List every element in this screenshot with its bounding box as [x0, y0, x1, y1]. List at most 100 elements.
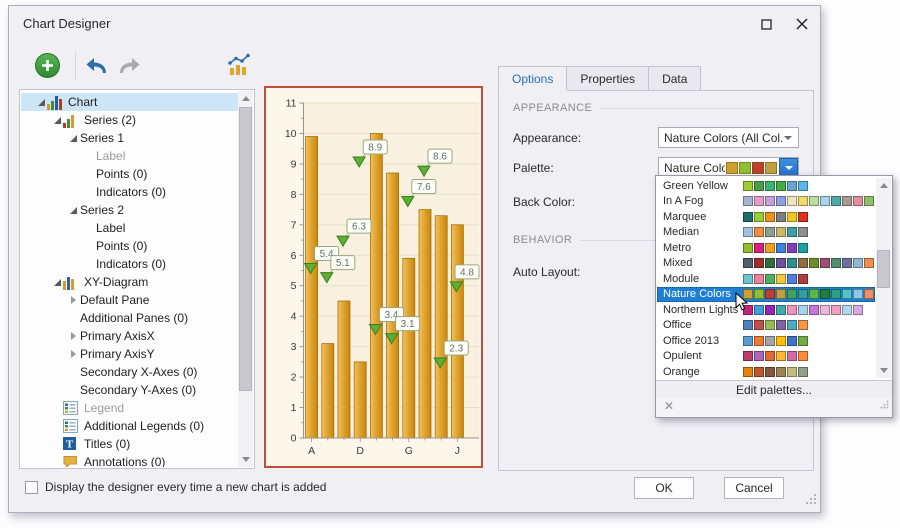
palette-item-office-2013[interactable]: Office 2013: [657, 333, 875, 349]
marker-series2[interactable]: [319, 272, 334, 284]
palette-item-module[interactable]: Module: [657, 271, 875, 287]
tree-item-points-0[interactable]: Points (0): [96, 239, 148, 253]
tree-item-label[interactable]: Label: [96, 221, 126, 235]
tab-options[interactable]: Options: [498, 66, 568, 91]
marker-series2[interactable]: [368, 323, 383, 336]
toolbar: [9, 44, 820, 88]
tree-item-indicators-0[interactable]: Indicators (0): [96, 257, 167, 271]
ok-button[interactable]: OK: [634, 477, 694, 499]
palette-item-median[interactable]: Median: [657, 225, 875, 241]
palette-item-in-a-fog[interactable]: In A Fog: [657, 194, 875, 210]
tree-item-annotations-0[interactable]: Annotations (0): [21, 453, 238, 467]
bar-series1[interactable]: [370, 133, 383, 439]
maximize-button[interactable]: [756, 15, 776, 33]
appearance-dropdown[interactable]: Nature Colors (All Col...: [658, 127, 799, 148]
point-label-box[interactable]: [362, 139, 388, 155]
chart-preview[interactable]: 0 1 2 3 4 5 6 7 8 9 10 11 A D G J 5.4 5.1 6.3 8.9 3.4 3.1 7.6 8…: [264, 86, 483, 468]
marker-series2[interactable]: [352, 156, 367, 168]
expand-icon[interactable]: [70, 296, 76, 304]
tree-item-series-2[interactable]: Series 2: [21, 201, 238, 219]
point-label-box[interactable]: [395, 316, 421, 332]
bar-series1[interactable]: [418, 209, 432, 439]
marker-series2[interactable]: [400, 196, 415, 208]
palette-dropdown[interactable]: Nature Colors: [658, 157, 799, 178]
popup-scrollbar[interactable]: [876, 178, 891, 378]
collapse-icon[interactable]: [37, 98, 45, 106]
collapse-icon[interactable]: [53, 116, 61, 124]
marker-series2[interactable]: [384, 333, 399, 345]
palette-item-mixed[interactable]: Mixed: [657, 256, 875, 272]
expand-icon[interactable]: [70, 332, 76, 340]
undo-button[interactable]: [85, 56, 109, 80]
bar-series1[interactable]: [402, 257, 416, 439]
palette-item-marquee[interactable]: Marquee: [657, 209, 875, 225]
tree-item-chart[interactable]: Chart: [21, 93, 238, 111]
tree-item-primary-axisy[interactable]: Primary AxisY: [21, 345, 238, 363]
display-designer-checkbox[interactable]: [25, 481, 38, 494]
bar-series1[interactable]: [353, 361, 367, 439]
palette-item-orange[interactable]: Orange: [657, 364, 875, 380]
tree-item-additional-legends-0[interactable]: Additional Legends (0): [21, 417, 238, 435]
bar-series1[interactable]: [305, 136, 318, 439]
point-label-box[interactable]: [443, 340, 469, 356]
collapse-icon[interactable]: [69, 206, 77, 214]
palette-item-opulent[interactable]: Opulent: [657, 349, 875, 365]
tree-item-titles-0[interactable]: T Titles (0): [21, 435, 238, 453]
bar-series1[interactable]: [434, 215, 448, 439]
tree-scrollbar[interactable]: [238, 91, 253, 467]
palette-item-nature-colors[interactable]: Nature Colors: [657, 286, 875, 302]
palette-item-office[interactable]: Office: [657, 318, 875, 334]
popup-scrollbar-thumb[interactable]: [877, 250, 890, 288]
popup-close-button[interactable]: ✕: [664, 399, 675, 413]
tree-item-secondary-x-axes-0[interactable]: Secondary X-Axes (0): [80, 365, 198, 379]
tree-scrollbar-thumb[interactable]: [239, 107, 252, 391]
tree-item-points-0[interactable]: Points (0): [96, 167, 148, 181]
palette-item-metro[interactable]: Metro: [657, 240, 875, 256]
point-label-box[interactable]: [330, 255, 356, 271]
tree-item-primary-axisx[interactable]: Primary AxisX: [21, 327, 238, 345]
dialog-resize-grip[interactable]: [805, 491, 817, 509]
tree-item-legend[interactable]: Legend: [21, 399, 238, 417]
bar-series1[interactable]: [337, 300, 351, 439]
tree-item-series-2[interactable]: Series (2): [21, 111, 238, 129]
tree-scroll-up-button[interactable]: [238, 91, 253, 106]
popup-scroll-up-button[interactable]: [876, 178, 891, 193]
titlebar[interactable]: Chart Designer: [9, 6, 820, 42]
point-label-box[interactable]: [346, 218, 372, 234]
marker-series2[interactable]: [417, 165, 431, 178]
point-label-box[interactable]: [411, 179, 437, 195]
popup-resize-grip[interactable]: [880, 396, 889, 414]
tree-scroll-down-button[interactable]: [238, 452, 253, 467]
marker-series2[interactable]: [336, 235, 350, 248]
tab-data[interactable]: Data: [649, 66, 702, 91]
redo-button[interactable]: [117, 56, 141, 80]
marker-series2[interactable]: [433, 357, 448, 369]
tree-item-default-pane[interactable]: Default Pane: [21, 291, 238, 309]
tab-properties[interactable]: Properties: [567, 66, 650, 91]
bar-series1[interactable]: [450, 224, 464, 439]
edit-palettes-button[interactable]: Edit palettes...: [656, 380, 892, 399]
tree-item-indicators-0[interactable]: Indicators (0): [96, 185, 167, 199]
point-label-box[interactable]: [454, 264, 480, 280]
popup-scroll-down-button[interactable]: [876, 363, 891, 378]
tree-item-label[interactable]: Label: [96, 149, 126, 163]
point-label-box[interactable]: [427, 148, 453, 164]
bar-series1[interactable]: [386, 172, 399, 439]
marker-series2[interactable]: [303, 263, 318, 275]
palette-item-northern-lights[interactable]: Northern Lights: [657, 302, 875, 318]
tree-item-additional-panes-0[interactable]: Additional Panes (0): [80, 311, 189, 325]
tree-item-series-1[interactable]: Series 1: [21, 129, 238, 147]
marker-series2[interactable]: [449, 281, 464, 293]
collapse-icon[interactable]: [69, 134, 77, 142]
expand-icon[interactable]: [70, 350, 76, 358]
palette-item-green-yellow[interactable]: Green Yellow: [657, 178, 875, 194]
collapse-icon[interactable]: [53, 278, 61, 286]
add-chart-element-button[interactable]: [35, 53, 60, 78]
close-button[interactable]: [792, 15, 812, 33]
cancel-button[interactable]: Cancel: [724, 477, 784, 499]
y-axis-label: 1: [291, 402, 297, 414]
bar-series1[interactable]: [321, 343, 335, 439]
chart-type-button[interactable]: [227, 53, 251, 81]
tree-item-secondary-y-axes-0[interactable]: Secondary Y-Axes (0): [80, 383, 197, 397]
tree-item-xy-diagram[interactable]: XY-Diagram: [21, 273, 238, 291]
